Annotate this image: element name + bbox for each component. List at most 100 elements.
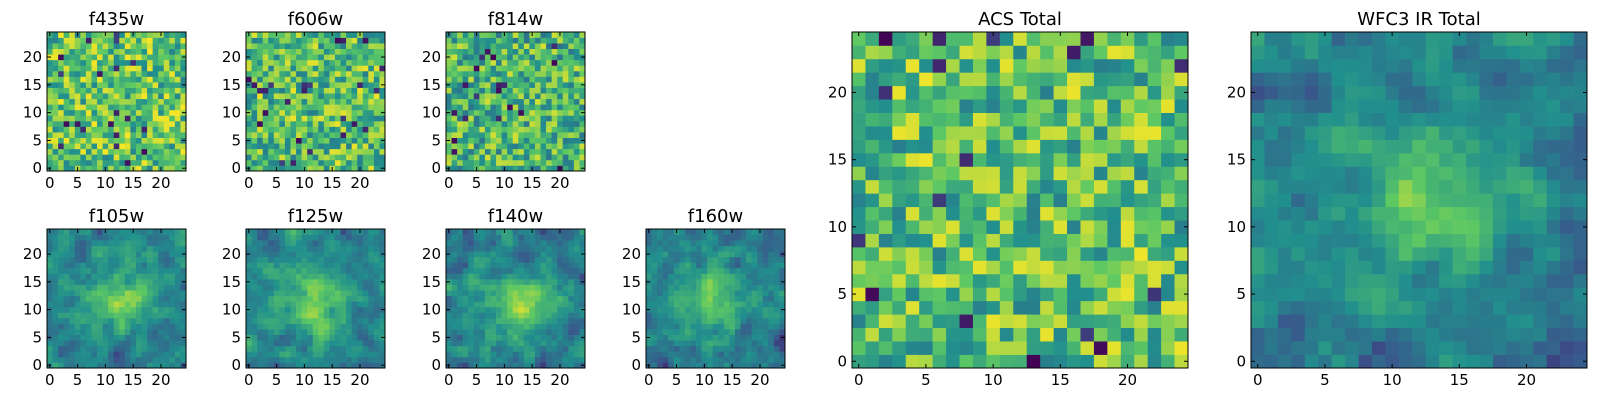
heatmap-cell [85,104,92,111]
heatmap-cell [91,301,98,308]
heatmap-cell [130,267,137,274]
heatmap-cell [473,120,480,127]
heatmap-cell [52,306,59,313]
heatmap-cell [147,279,153,285]
heatmap-cell [373,284,380,291]
heatmap-cell [762,334,769,341]
heatmap-cell [529,70,536,77]
heatmap-cell [329,120,336,127]
heatmap-cell [446,290,452,297]
heatmap-cell [147,229,153,235]
heatmap-cell [496,323,502,330]
heatmap-cell [58,262,65,269]
heatmap-cell [357,76,364,83]
heatmap-cell [972,233,987,248]
heatmap-cell [163,301,170,308]
heatmap-cell [490,82,497,88]
heatmap-cell [657,229,664,235]
heatmap-cell [362,120,369,127]
heatmap-cell [323,82,330,88]
heatmap-cell [1026,314,1041,329]
heatmap-cell [91,323,98,330]
heatmap-cell [657,312,664,319]
heatmap-cell [346,154,352,161]
heatmap-cell [113,267,120,274]
heatmap-cell [696,317,702,324]
heatmap-cell [496,329,502,335]
heatmap-cell [379,245,386,252]
heatmap-cell [479,262,486,269]
heatmap-cell [257,109,264,116]
heatmap-cell [865,206,880,221]
heatmap-cell [462,345,469,352]
heatmap-cell [451,159,458,166]
heatmap-cell [279,48,286,55]
heatmap-cell [457,312,464,319]
heatmap-cell [446,234,452,241]
heatmap-cell [473,143,480,150]
y-tick-label: 5 [631,328,641,346]
heatmap-cell [651,362,658,369]
heatmap-cell [329,317,336,324]
heatmap-cell [518,295,525,302]
heatmap-cell [97,251,103,258]
heatmap-cell [69,165,76,172]
heatmap-cell [124,32,131,38]
heatmap-cell [507,262,514,269]
heatmap-cell [892,247,907,261]
heatmap-cell [97,329,103,335]
heatmap-cell [69,317,76,324]
heatmap-cell [307,295,314,302]
heatmap-cell [284,301,291,308]
heatmap-cell [262,290,269,297]
heatmap-cell [119,143,126,150]
heatmap-cell [296,345,302,352]
heatmap-cell [1120,193,1135,208]
heatmap-cell [446,284,452,291]
heatmap-cell [779,329,786,335]
heatmap-cell [479,54,486,61]
heatmap-cell [323,323,330,330]
heatmap-cell [1080,193,1095,208]
heatmap-cell [102,76,109,83]
heatmap-cell [490,76,497,83]
heatmap-cell [518,334,525,341]
heatmap-cell [58,109,65,116]
heatmap-cell [573,345,580,352]
heatmap-cell [108,154,115,161]
heatmap-cell [273,267,280,274]
heatmap-cell [351,229,358,235]
heatmap-cell [273,154,280,161]
heatmap-cell [91,159,98,166]
heatmap-cell [690,245,697,252]
heatmap-cell [174,290,181,297]
heatmap-cell [546,362,552,369]
heatmap-cell [312,82,319,88]
heatmap-cell [1161,273,1175,288]
heatmap-cell [551,120,558,127]
heatmap-cell [69,295,76,302]
heatmap-cell [334,154,341,161]
heatmap-cell [651,251,658,258]
heatmap-cell [362,132,369,138]
heatmap-cell [484,59,491,66]
heatmap-cell [740,234,747,241]
heatmap-cell [534,290,541,297]
heatmap-cell [174,284,181,291]
heatmap-cell [251,154,258,161]
heatmap-cell [158,356,165,363]
heatmap-cell [762,362,769,369]
heatmap-cell [329,312,336,319]
heatmap-cell [972,273,987,288]
heatmap-cell [158,126,165,133]
heatmap-cell [279,240,286,247]
heatmap-cell [490,323,497,330]
heatmap-cell [562,143,569,150]
heatmap-cell [368,87,375,94]
heatmap-cell [290,234,297,241]
heatmap-cell [373,290,380,297]
heatmap-cell [468,284,475,291]
heatmap-cell [141,165,148,172]
heatmap-cell [546,279,552,285]
heatmap-cell [257,234,264,241]
